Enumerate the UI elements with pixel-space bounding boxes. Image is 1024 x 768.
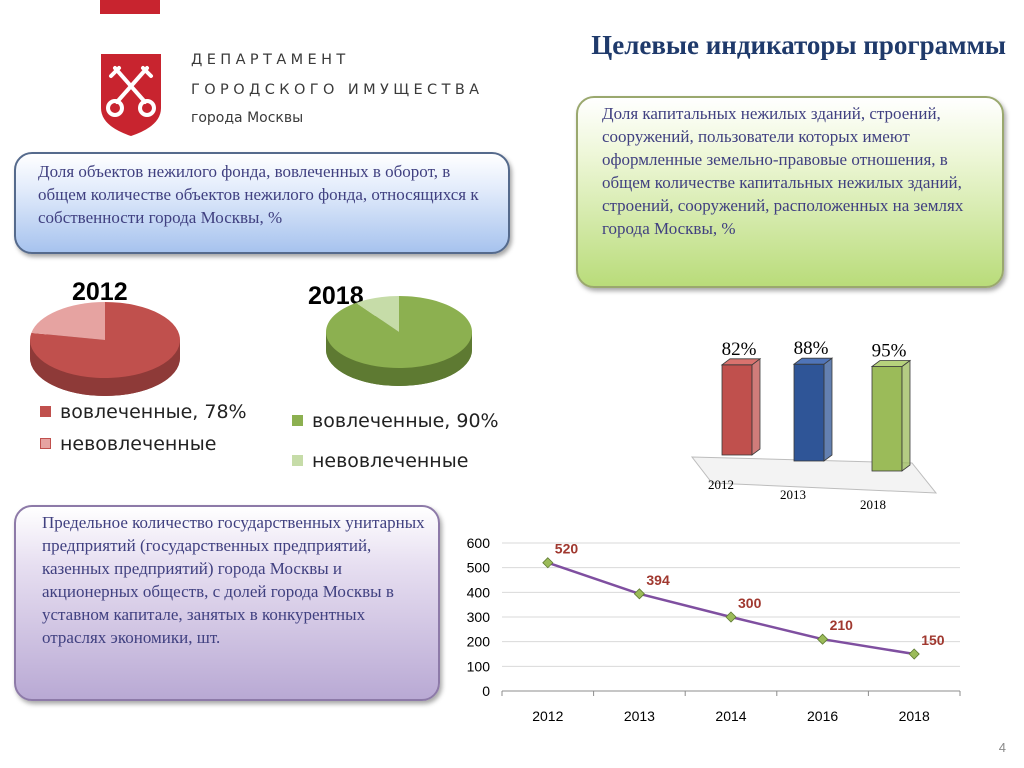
legend-swatch [40, 406, 51, 417]
y-tick-label: 300 [467, 609, 491, 625]
data-label: 520 [555, 541, 579, 557]
legend-label: невовлеченные [60, 433, 217, 455]
org-name-line2: ГОРОДСКОГО ИМУЩЕСТВА [191, 82, 484, 98]
x-tick-label: 2013 [624, 708, 655, 724]
x-tick-label: 2016 [807, 708, 838, 724]
y-tick-label: 100 [467, 658, 491, 674]
bar-category-label: 2018 [860, 497, 886, 512]
bar-top-2013 [792, 357, 834, 365]
pie-chart-2018 [326, 296, 472, 386]
data-point [542, 557, 554, 569]
y-tick-label: 600 [467, 535, 491, 551]
legend-label: невовлеченные [312, 450, 469, 472]
data-point [633, 588, 645, 600]
legend-item: невовлеченные [40, 433, 216, 455]
pie-2012-slice-1 [31, 302, 105, 340]
org-name-line1: ДЕПАРТАМЕНТ [191, 52, 350, 68]
data-point [908, 648, 920, 660]
org-name-line3: города Москвы [191, 110, 304, 126]
data-label: 150 [921, 632, 945, 648]
enterprises-indicator-box: Предельное количество государственных ун… [14, 505, 440, 701]
y-tick-label: 0 [482, 683, 490, 699]
bar-data-label: 82% [722, 339, 757, 360]
legend-item: вовлеченные, 78% [40, 401, 247, 423]
bar-2012 [721, 364, 753, 456]
x-tick-label: 2014 [715, 708, 746, 724]
legend-item: невовлеченные [292, 450, 468, 472]
pie-2012-title: 2012 [72, 278, 128, 306]
bar-2013 [793, 363, 825, 462]
bar-side-2012 [751, 357, 761, 456]
bar-chart-buildings: 82% 88% 95% 2012 2013 2018 [690, 338, 938, 512]
x-tick-label: 2012 [532, 708, 563, 724]
brand-bar [100, 0, 160, 14]
bar-category-label: 2013 [780, 487, 806, 502]
bar-2018 [871, 366, 903, 472]
data-point [817, 633, 829, 645]
bar-data-label: 88% [794, 338, 829, 359]
pie-chart-2012 [30, 302, 181, 396]
land-indicator-box: Доля капитальных нежилых зданий, строени… [576, 96, 1004, 288]
legend-swatch [292, 455, 303, 466]
nonresidential-indicator-box: Доля объектов нежилого фонда, вовлеченны… [14, 152, 510, 254]
crossed-keys-logo-icon [101, 54, 161, 136]
bar-data-label: 95% [872, 341, 907, 362]
legend-item: вовлеченные, 90% [292, 410, 499, 432]
y-tick-label: 500 [467, 560, 491, 576]
legend-label: вовлеченные, 90% [312, 410, 499, 432]
series-line [547, 561, 915, 656]
data-label: 210 [830, 617, 854, 633]
legend-swatch [40, 438, 51, 449]
pie-2018-slice-1 [356, 296, 399, 332]
data-label: 300 [738, 595, 762, 611]
bar-side-2018 [901, 359, 911, 472]
bar-side-2013 [823, 357, 833, 462]
bar-top-2018 [870, 360, 912, 367]
bar-top-2012 [720, 358, 762, 366]
legend-swatch [292, 415, 303, 426]
line-chart-enterprises: 0 100 200 300 400 500 600 2012 2013 2014 2016 2018… [467, 535, 961, 724]
data-label: 394 [646, 572, 670, 588]
bar-category-label: 2012 [708, 477, 734, 492]
legend-label: вовлеченные, 78% [60, 401, 247, 423]
y-tick-label: 200 [467, 634, 491, 650]
data-point [725, 611, 737, 623]
y-tick-label: 400 [467, 584, 491, 600]
page-title: Целевые индикаторы программы [591, 30, 1006, 60]
page-number: 4 [998, 740, 1006, 755]
x-tick-label: 2018 [899, 708, 930, 724]
